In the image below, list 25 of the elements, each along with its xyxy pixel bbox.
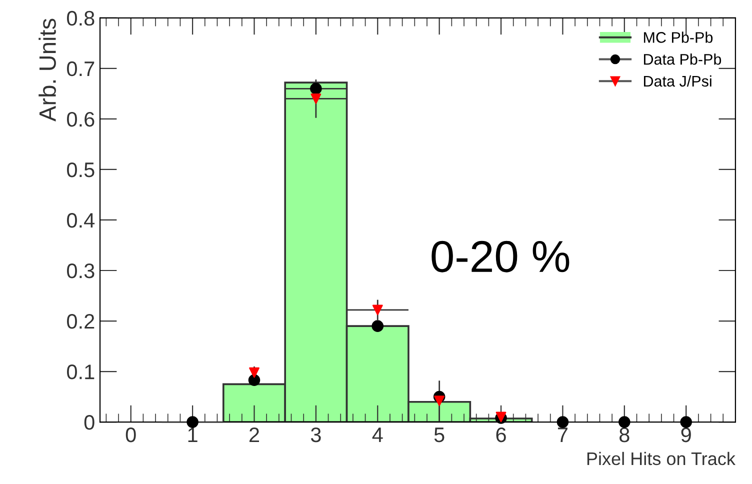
y-tick-label: 0.3 (67, 263, 94, 278)
x-tick-label: 4 (372, 428, 383, 442)
y-axis-title: Arb. Units (38, 18, 56, 122)
annotation: 0-20 % (432, 240, 570, 272)
x-tick-label: 9 (681, 427, 691, 442)
x-tick-label: 0 (126, 427, 136, 442)
y-tick-label: 0 (84, 415, 94, 430)
y-tick-label: 0.5 (67, 162, 94, 178)
x-tick-label: 7 (558, 428, 568, 442)
y-tick-label: 0.6 (67, 112, 94, 127)
x-tick-label: 3 (310, 427, 321, 442)
legend-label: Data J/Psi (644, 75, 712, 87)
legend-label: Data Pb-Pb (644, 54, 722, 65)
x-tick-label: 6 (496, 427, 506, 442)
y-tick-label: 0.8 (67, 10, 94, 26)
y-tick-label: 0.4 (67, 212, 95, 228)
y-tick-label: 0.2 (67, 314, 94, 329)
x-tick-label: 1 (188, 428, 198, 442)
x-tick-label: 5 (434, 428, 444, 442)
legend-label: MC Pb-Pb (644, 32, 713, 43)
x-tick-label: 2 (250, 427, 259, 442)
x-axis-title: Pixel Hits on Track (587, 452, 736, 466)
x-tick-label: 8 (620, 427, 630, 442)
y-tick-label: 0.7 (67, 61, 94, 76)
y-tick-label: 0.1 (67, 364, 94, 380)
